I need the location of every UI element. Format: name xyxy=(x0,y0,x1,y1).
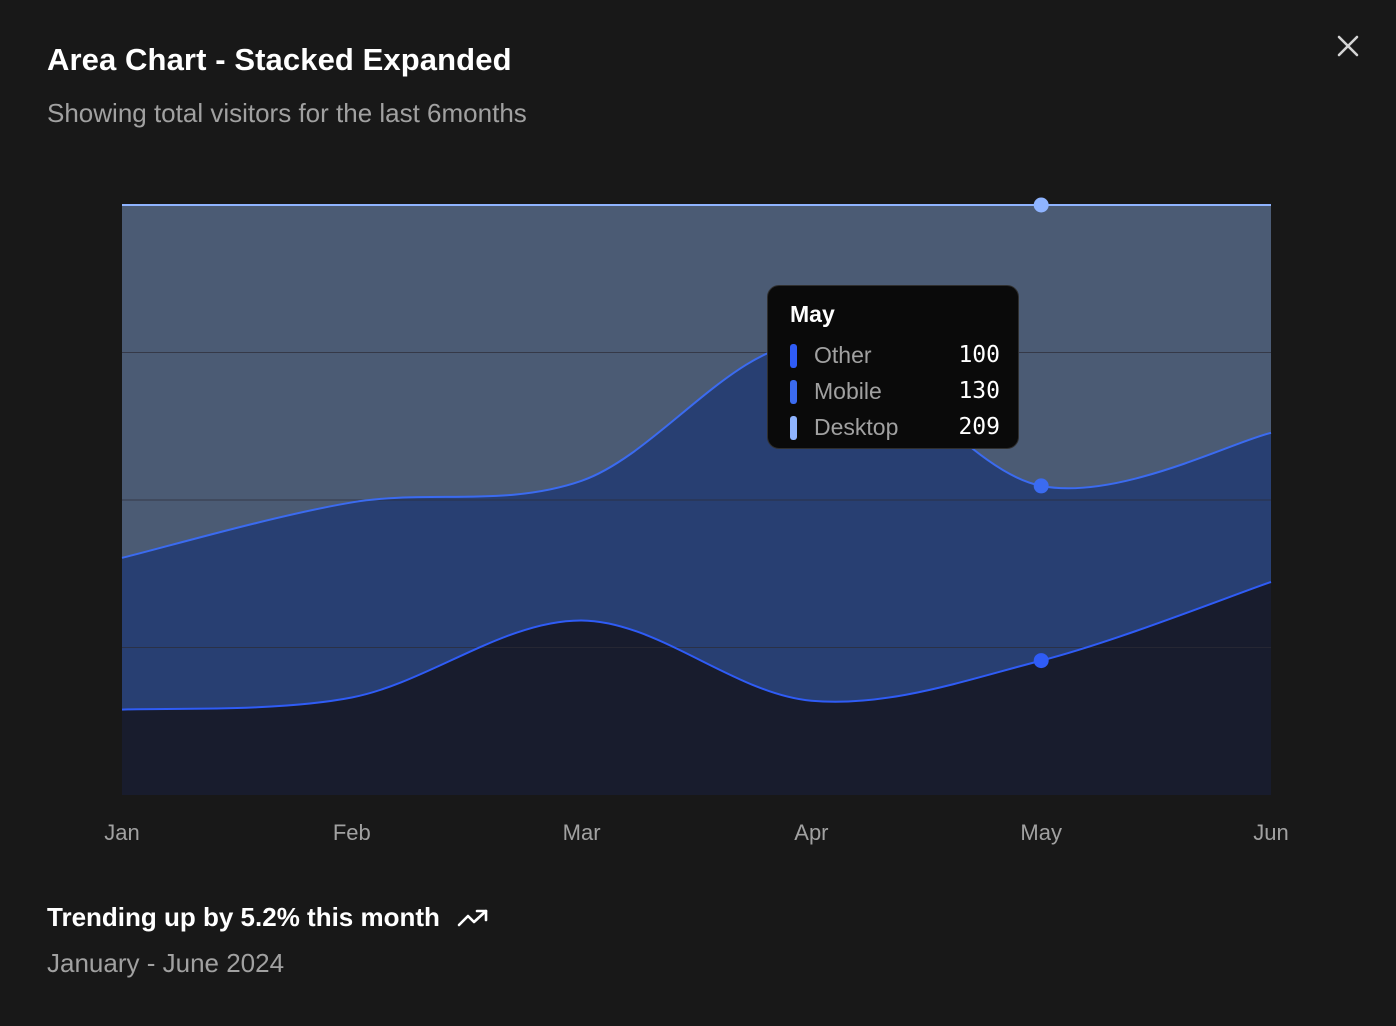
tooltip-label-mobile: Mobile xyxy=(814,378,882,404)
tooltip-label-desktop: Desktop xyxy=(814,414,899,440)
chart-title: Area Chart - Stacked Expanded xyxy=(47,42,512,77)
active-point-desktop xyxy=(1033,197,1049,213)
x-tick-label: May xyxy=(1020,820,1062,845)
close-icon xyxy=(1337,35,1359,57)
tooltip-value-other: 100 xyxy=(958,342,1000,368)
close-button[interactable] xyxy=(1330,28,1366,64)
tooltip-row-other: Other 100 xyxy=(790,340,1000,370)
x-tick-label: Jun xyxy=(1253,820,1288,845)
tooltip-swatch-other xyxy=(790,344,797,368)
area-mobile xyxy=(122,342,1271,710)
active-point-other xyxy=(1033,653,1049,669)
trend-summary: Trending up by 5.2% this month xyxy=(47,902,490,933)
x-tick-label: Mar xyxy=(563,820,601,845)
chart-tooltip: May Other 100 Mobile 130 Desktop 209 xyxy=(767,285,1019,449)
line-other xyxy=(121,581,1272,711)
x-tick-label: Jan xyxy=(104,820,139,845)
date-range: January - June 2024 xyxy=(47,948,285,978)
x-tick-label: Feb xyxy=(333,820,371,845)
x-tick-label: Apr xyxy=(794,820,828,845)
tooltip-swatch-mobile xyxy=(790,380,797,404)
area-chart: Jan Feb Mar Apr May Jun xyxy=(104,197,1289,845)
tooltip-value-mobile: 130 xyxy=(958,378,1000,404)
tooltip-swatch-desktop xyxy=(790,416,797,440)
line-mobile xyxy=(121,341,1272,559)
tooltip-label-other: Other xyxy=(814,342,872,368)
chart-subtitle: Showing total visitors for the last 6mon… xyxy=(47,98,527,128)
tooltip-row-desktop: Desktop 209 xyxy=(790,412,1000,442)
tooltip-value-desktop: 209 xyxy=(958,414,1000,440)
trend-text: Trending up by 5.2% this month xyxy=(47,902,440,932)
trending-up-icon xyxy=(457,909,488,926)
active-point-mobile xyxy=(1033,478,1049,494)
tooltip-title: May xyxy=(790,301,835,327)
tooltip-row-mobile: Mobile 130 xyxy=(790,376,1000,406)
area-other xyxy=(122,582,1271,795)
